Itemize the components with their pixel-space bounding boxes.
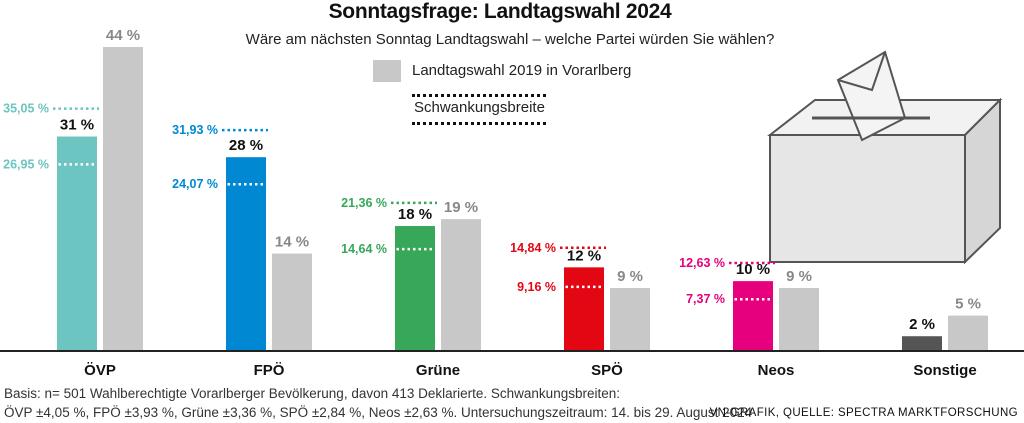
bar-2019-grune [441, 219, 481, 350]
source-credit: VN-GRAFIK, QUELLE: SPECTRA MARKTFORSCHUN… [709, 407, 1018, 419]
value-label-2024-grune: 18 % [398, 206, 432, 223]
ballot-box-side [964, 97, 1001, 265]
value-label-2019-neos: 9 % [786, 268, 812, 285]
bar-2019-fpo [272, 253, 312, 350]
bar-2024-spo [564, 267, 604, 350]
bar-2024-grune [395, 226, 435, 350]
value-label-2024-spo: 12 % [567, 247, 601, 264]
footnote-line-2: ÖVP ±4,05 %, FPÖ ±3,93 %, Grüne ±3,36 %,… [4, 405, 753, 420]
value-label-2019-grune: 19 % [444, 199, 478, 216]
bar-2019-spo [610, 288, 650, 350]
value-label-2019-ovp: 44 % [106, 27, 140, 44]
value-label-2024-fpo: 28 % [229, 137, 263, 154]
legend-swatch-previous [373, 60, 401, 82]
range-low-label-grune: 14,64 % [341, 242, 387, 256]
legend-label-range: Schwankungsbreite [414, 99, 545, 116]
legend-range-line-top [412, 94, 546, 97]
value-label-2019-fpo: 14 % [275, 234, 309, 251]
range-low-label-ovp: 26,95 % [3, 157, 49, 171]
value-label-2019-sonstige: 5 % [955, 296, 981, 313]
category-label-neos: Neos [758, 362, 795, 379]
bar-2024-sonstige [902, 336, 942, 350]
footnote-line-1: Basis: n= 501 Wahlberechtigte Vorarlberg… [4, 386, 620, 401]
chart-title: Sonntagsfrage: Landtagswahl 2024 [328, 0, 672, 23]
range-low-label-spo: 9,16 % [517, 280, 556, 294]
value-label-2019-spo: 9 % [617, 268, 643, 285]
value-label-2024-ovp: 31 % [60, 117, 94, 134]
range-high-label-fpo: 31,93 % [172, 123, 218, 137]
range-high-label-neos: 12,63 % [679, 256, 725, 270]
bar-2024-fpo [226, 157, 266, 350]
range-high-label-ovp: 35,05 % [3, 102, 49, 116]
category-label-fpo: FPÖ [254, 362, 285, 379]
bar-2019-sonstige [948, 315, 988, 350]
range-low-label-fpo: 24,07 % [172, 177, 218, 191]
category-label-grune: Grüne [416, 362, 460, 379]
category-label-sonstige: Sonstige [913, 362, 976, 379]
ballot-paper-fold [837, 51, 886, 92]
chart-subtitle: Wäre am nächsten Sonntag Landtagswahl – … [245, 31, 775, 48]
ballot-box-icon [767, 50, 1003, 265]
range-high-label-grune: 21,36 % [341, 196, 387, 210]
ballot-box-front [769, 134, 966, 263]
legend-label-previous: Landtagswahl 2019 in Vorarlberg [412, 62, 632, 79]
value-label-2024-sonstige: 2 % [909, 316, 935, 333]
value-label-2024-neos: 10 % [736, 261, 770, 278]
bar-2019-neos [779, 288, 819, 350]
category-label-spo: SPÖ [591, 362, 623, 379]
legend-range-line-bottom [412, 122, 546, 125]
range-low-label-neos: 7,37 % [686, 292, 725, 306]
bar-2024-neos [733, 281, 773, 350]
bar-2024-ovp [57, 136, 97, 350]
bar-2019-ovp [103, 47, 143, 350]
range-high-label-spo: 14,84 % [510, 241, 556, 255]
category-label-ovp: ÖVP [84, 362, 116, 379]
